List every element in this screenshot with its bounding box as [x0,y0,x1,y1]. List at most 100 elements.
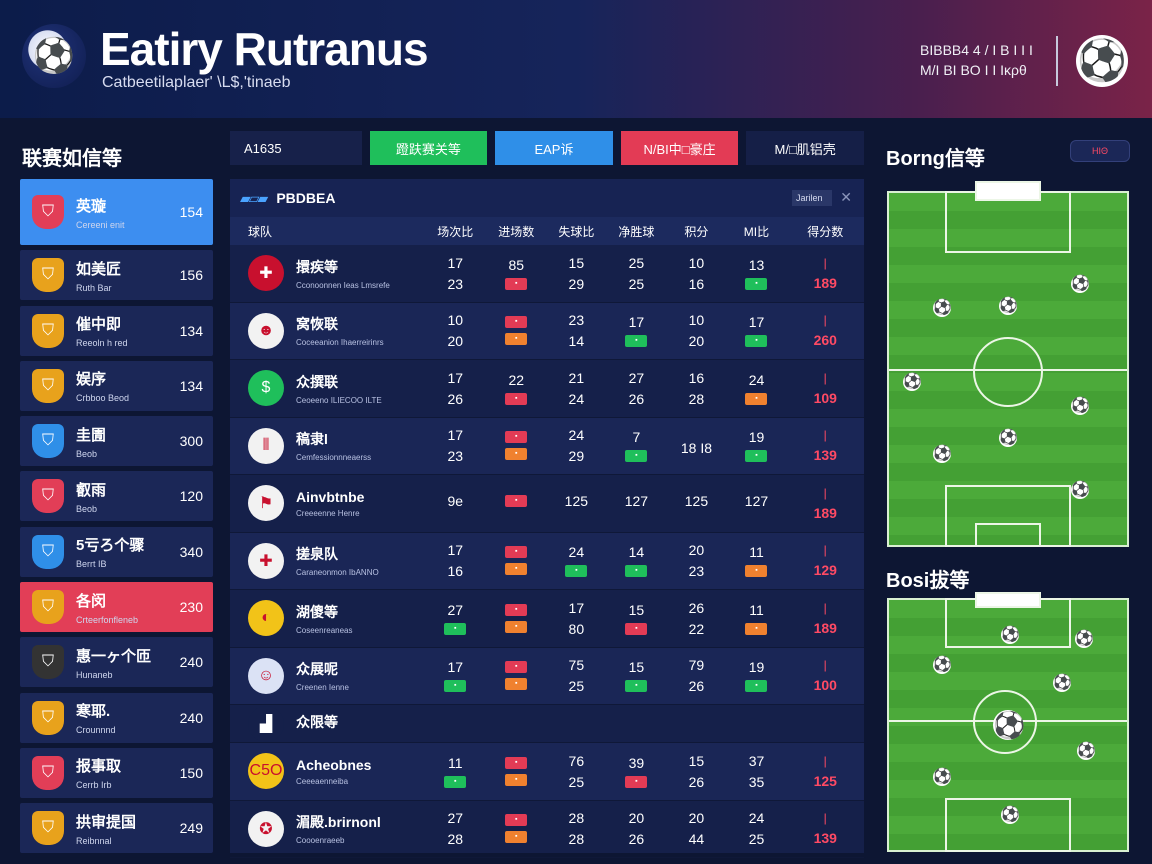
column-header[interactable]: 积分 [684,224,709,239]
row-text: 湖傻等 Coseenreaneas [296,602,352,635]
sidebar-team-item[interactable]: ⛉ 英璇 Cereeni enit 154 [20,179,213,245]
table-row[interactable]: ✚ 搓泉队 Caraneonmon IbANNO 17 16 ▪ ▪ 24 ▪ 14 ▪ 20 23 11… [230,532,864,590]
stat-value: 26 [447,390,464,407]
tab-1[interactable]: 蹬趺赛关等 [369,131,488,165]
column-header[interactable]: 场次比 [437,224,474,239]
stat-cell [546,721,606,726]
stat-value: 19 [748,429,765,446]
column-header[interactable]: 失球比 [558,224,595,239]
player-marker[interactable]: ⚽ [933,299,952,317]
total-cell: | 139 [787,428,864,463]
player-marker[interactable]: ⚽ [1071,481,1090,499]
close-icon[interactable]: ✕ [840,189,852,205]
player-marker[interactable]: ⚽ [933,768,952,786]
player-marker[interactable]: ⚽ [1001,806,1020,824]
stat-cell: 18 I8 [666,435,726,456]
column-header[interactable]: 进场数 [498,224,535,239]
sidebar-team-item[interactable]: ⛉ 叡雨 Beob 120 [20,471,213,522]
player-marker[interactable]: ⚽ [933,656,952,674]
soccer-ball-icon[interactable]: ⚽ [1076,35,1128,87]
player-marker[interactable]: ⚽ [999,429,1018,447]
sidebar-team-item[interactable]: ⛉ 圭圊 Beob 300 [20,416,213,467]
stat-value: 23 [447,448,464,465]
team-value: 230 [179,599,203,616]
team-value: 300 [179,433,203,450]
stat-cell: 23 14 [546,312,606,349]
player-marker[interactable]: ⚽ [1071,275,1090,293]
team-name: 叡雨 [76,481,107,499]
player-marker[interactable]: ⚽ [1071,397,1090,415]
column-header[interactable]: 净胜球 [618,224,655,239]
stat-cell: 9e [424,493,486,514]
table-row[interactable]: ☺ 众展呢 Creenen Ienne 17 ▪ ▪ ▪ 75 25 15 ▪ 79 26 19 ▪ | 100 [230,647,864,705]
ball-marker[interactable]: ⚽ [993,710,1026,740]
team-crest-icon: ⛉ [32,368,64,403]
formation-badge[interactable]: ΗΙΘ [1070,140,1130,162]
club-logo[interactable]: ⚽ [22,24,86,88]
player-marker[interactable]: ⚽ [1075,630,1094,648]
stat-badge: ▪ [745,335,768,348]
formation-title-1: Borng信等 [886,148,985,170]
team-name: 催中即 [76,316,122,334]
stat-value: 29 [568,448,585,465]
filter-dropdown[interactable]: Jarilen [792,190,832,206]
row-team-cell: ✪ 湄殿.brirnonl Coooenraeeb [230,810,424,847]
table-row[interactable]: ☻ 窝恢联 Coceeanion Ihaerreirinrs 10 20 ▪ ▪ 23 14 17… [230,302,864,360]
player-marker[interactable]: ⚽ [1001,626,1020,644]
table-row[interactable]: ⚑ Ainvbtnbe Creeeenne Henre 9e ▪ 125 127 125 127… [230,475,864,533]
row-team-subtitle: Coseenreaneas [296,625,353,635]
player-marker[interactable]: ⚽ [903,373,922,391]
stat-badge: ▪ [505,563,528,576]
table-row[interactable]: C5O Acheobnes Ceeeaenneiba 11 ▪ ▪ ▪ 76 25 39 ▪ 15 26… [230,743,864,801]
sidebar-team-item[interactable]: ⛉ 如美匠 Ruth Bar 156 [20,250,213,301]
column-header[interactable]: 球队 [248,224,273,239]
player-marker[interactable]: ⚽ [999,297,1018,315]
stat-value: 35 [748,773,765,790]
row-total: 189 [813,274,837,291]
stat-cell: 22 ▪ [486,372,546,405]
stat-cell: 15 ▪ [606,659,666,693]
stat-value: 28 [688,390,705,407]
sidebar-team-item[interactable]: ⛉ 5亏ろ个骤 Berrt IB 340 [20,526,213,577]
team-value: 120 [179,488,203,505]
stat-badge: ▪ [505,756,528,769]
stat-cell: 75 25 [546,657,606,694]
team-name: 娱序 [76,371,107,389]
sidebar-team-item[interactable]: ⛉ 娱序 Crbboo Beod 134 [20,360,213,411]
column-header[interactable]: 得分数 [807,224,844,239]
tab-3[interactable]: N/BI中□豪庄 [620,131,739,165]
sidebar-team-item[interactable]: ⛉ 拱审提国 Reibnnal 249 [20,803,213,854]
stat-cell: 17 26 [424,370,486,407]
tab-4[interactable]: M/□肌铝壳 [746,131,864,165]
team-crest-icon: ⛉ [32,811,64,846]
player-marker[interactable]: ⚽ [1077,742,1096,760]
table-row[interactable]: ✪ 湄殿.brirnonl Coooenraeeb 27 28 ▪ ▪ 28 28 20 26 20 4… [230,801,864,858]
sidebar-team-item[interactable]: ⛉ 催中即 Reeoln h red 134 [20,305,213,356]
player-marker[interactable]: ⚽ [1053,674,1072,692]
sidebar-team-item[interactable]: ⛉ 惠一ヶ个匝 Hunaneb 240 [20,637,213,688]
stat-cell: 17 23 [424,427,486,464]
table-row[interactable]: ✚ 擐疾等 Cconoonnen Ieas Lmsrefe 17 23 85 ▪ 15 29 25… [230,245,864,303]
table-row[interactable]: ◐ 湖傻等 Coseenreaneas 27 ▪ ▪ ▪ 17 80 15 ▪ 26 22 11 ▪ | 189 [230,590,864,648]
table-row[interactable]: $ 众撰联 Ceoeeno ILIECOO ILTE 17 26 22 ▪ 21 24 27 26 1… [230,360,864,418]
total-cell: | 100 [787,658,864,693]
tab-0[interactable]: A1635 [230,131,362,165]
stat-cell: ▪ ▪ [486,546,546,576]
row-team-subtitle: Cemfessionnneaerss [296,453,372,463]
row-team-cell: ▟ 众限等 [230,705,424,742]
stat-value: 79 [688,657,705,674]
stat-value: 27 [447,601,464,618]
sidebar-team-item[interactable]: ⛉ 寒耶. Crounnnd 240 [20,692,213,743]
tab-2[interactable]: EAP诉 [495,131,613,165]
table-row[interactable]: ▟ 众限等 [230,705,864,743]
row-team-name: 擐疾等 [296,258,338,275]
table-row[interactable]: ⦀ 稿隶l Cemfessionnneaerss 17 23 ▪ ▪ 24 29 7 ▪ 18 I8 1… [230,417,864,475]
stat-cell: 17 23 [424,255,486,292]
stat-cell: 19 ▪ [726,659,786,693]
total-cell: | 189 [787,486,864,521]
column-header[interactable]: MI比 [743,224,770,239]
player-marker[interactable]: ⚽ [933,445,952,463]
sidebar-team-item[interactable]: ⛉ 报事取 Cerrb Irb 150 [20,747,213,798]
team-text: 各闵 Crteerfonfleneb [76,590,180,625]
sidebar-team-item[interactable]: ⛉ 各闵 Crteerfonfleneb 230 [20,582,213,633]
